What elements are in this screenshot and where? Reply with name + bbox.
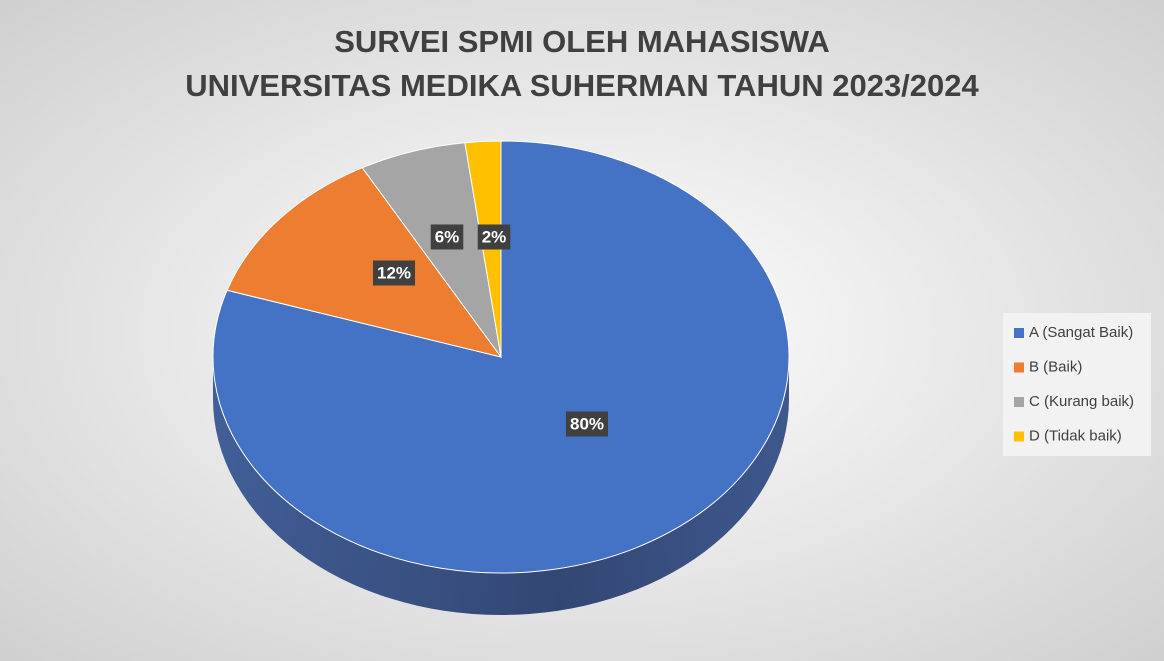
slice bbox=[226, 167, 503, 358]
data-labels: 80% 12% 6% 2% bbox=[372, 224, 609, 437]
legend-label: A (Sangat Baik) bbox=[1029, 324, 1133, 341]
data-label: 6% bbox=[435, 227, 460, 246]
data-label: 80% bbox=[570, 414, 604, 433]
legend-entries: A (Sangat Baik) B (Baik) C (Kurang baik) D … bbox=[1014, 324, 1134, 444]
legend-label: C (Kurang baik) bbox=[1029, 393, 1134, 410]
chart-title: UNIVERSITAS MEDIKA SUHERMAN TAHUN 2023/2… bbox=[185, 68, 979, 103]
data-label-box bbox=[430, 224, 464, 250]
slice-side bbox=[213, 357, 789, 615]
legend-swatch bbox=[1014, 397, 1024, 407]
legend bbox=[1003, 313, 1151, 456]
legend-swatch bbox=[1014, 328, 1024, 338]
chart-title: SURVEI SPMI OLEH MAHASISWA bbox=[334, 24, 830, 59]
data-label-box bbox=[477, 224, 511, 250]
legend-swatch bbox=[1014, 431, 1024, 442]
data-label: 12% bbox=[377, 263, 411, 282]
data-label: 2% bbox=[482, 227, 507, 246]
legend-label: D (Tidak baik) bbox=[1029, 427, 1122, 444]
data-label-box bbox=[372, 260, 416, 286]
legend-label: B (Baik) bbox=[1029, 358, 1082, 375]
legend-swatch bbox=[1014, 362, 1024, 373]
data-label-box bbox=[565, 411, 609, 437]
pie bbox=[212, 140, 790, 615]
